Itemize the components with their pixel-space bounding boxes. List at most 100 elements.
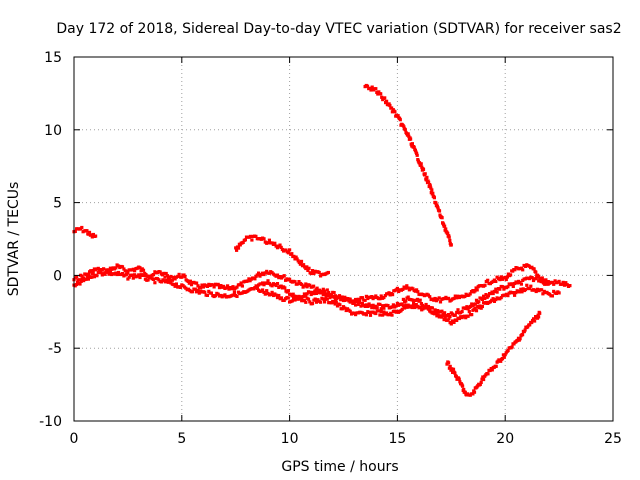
data-point: [561, 280, 565, 284]
data-point: [232, 290, 236, 295]
data-point: [370, 295, 374, 299]
data-point: [473, 302, 477, 306]
data-point: [429, 186, 433, 190]
data-point: [434, 201, 438, 205]
data-point: [490, 368, 494, 372]
data-point: [391, 293, 395, 297]
data-point: [253, 277, 257, 281]
data-point: [293, 280, 297, 284]
data-point: [364, 313, 368, 317]
data-point: [286, 296, 290, 300]
data-point: [87, 230, 92, 234]
data-point: [125, 272, 129, 276]
data-point: [75, 275, 79, 279]
data-point: [401, 287, 405, 291]
data-point: [213, 294, 218, 298]
data-point: [527, 287, 532, 291]
data-point: [427, 180, 431, 184]
data-point: [297, 260, 301, 265]
data-point: [385, 311, 389, 315]
data-point: [186, 279, 190, 283]
data-point: [370, 306, 374, 310]
data-point: [261, 281, 265, 285]
data-point: [520, 290, 524, 294]
data-point: [116, 270, 121, 275]
data-point: [544, 278, 548, 282]
data-point: [436, 206, 440, 210]
data-point: [543, 282, 547, 286]
data-point: [96, 266, 100, 270]
data-point: [254, 284, 258, 288]
data-point: [174, 282, 178, 286]
data-point: [173, 277, 177, 281]
data-point: [510, 345, 514, 349]
data-point: [509, 273, 513, 277]
data-point: [406, 132, 410, 136]
data-point: [521, 333, 525, 337]
data-point: [433, 308, 437, 312]
data-point: [394, 304, 398, 308]
data-point: [359, 304, 363, 308]
data-point: [106, 270, 110, 274]
data-point: [317, 270, 321, 275]
data-point: [423, 305, 427, 309]
data-point: [528, 323, 532, 327]
data-point: [369, 88, 373, 92]
data-point: [415, 153, 419, 157]
data-point: [494, 298, 498, 302]
data-point: [461, 384, 465, 388]
data-point: [306, 297, 311, 301]
data-point: [368, 304, 373, 308]
data-point: [296, 282, 300, 286]
data-point: [452, 320, 456, 324]
data-point: [564, 281, 568, 285]
data-point: [212, 285, 216, 289]
data-point: [407, 134, 411, 138]
data-point: [519, 282, 523, 286]
data-point: [325, 297, 329, 301]
data-point: [531, 318, 535, 323]
data-point: [519, 287, 523, 291]
data-point: [257, 271, 261, 275]
data-point: [305, 265, 309, 269]
data-point: [544, 280, 548, 284]
data-point: [241, 240, 245, 244]
data-point: [395, 301, 399, 305]
data-point: [504, 277, 508, 282]
data-point: [344, 308, 348, 313]
data-point: [447, 317, 451, 321]
data-point: [513, 268, 517, 272]
data-point: [463, 294, 467, 299]
data-point: [127, 275, 131, 279]
data-point: [325, 288, 329, 292]
data-point: [546, 282, 550, 286]
data-point: [247, 277, 251, 281]
data-point: [403, 128, 407, 132]
data-point: [557, 291, 561, 295]
data-point: [450, 367, 454, 371]
data-point: [395, 286, 399, 290]
data-point: [540, 288, 544, 292]
data-point: [523, 328, 527, 332]
data-point: [541, 292, 545, 296]
data-point: [223, 293, 227, 297]
data-point: [467, 310, 471, 314]
data-point: [341, 298, 346, 303]
data-point: [375, 306, 379, 310]
data-point: [424, 302, 428, 307]
data-point: [238, 243, 242, 247]
data-point: [86, 272, 90, 276]
data-point: [183, 274, 187, 279]
x-tick-label: 10: [281, 431, 299, 447]
data-point: [430, 188, 434, 192]
data-point: [428, 295, 432, 299]
data-point: [246, 279, 250, 283]
data-point: [480, 297, 484, 301]
y-tick-label: 5: [53, 196, 62, 212]
data-point: [482, 377, 486, 382]
data-point: [230, 287, 234, 291]
data-point: [486, 278, 490, 282]
data-point: [379, 307, 383, 311]
data-point: [313, 297, 317, 301]
